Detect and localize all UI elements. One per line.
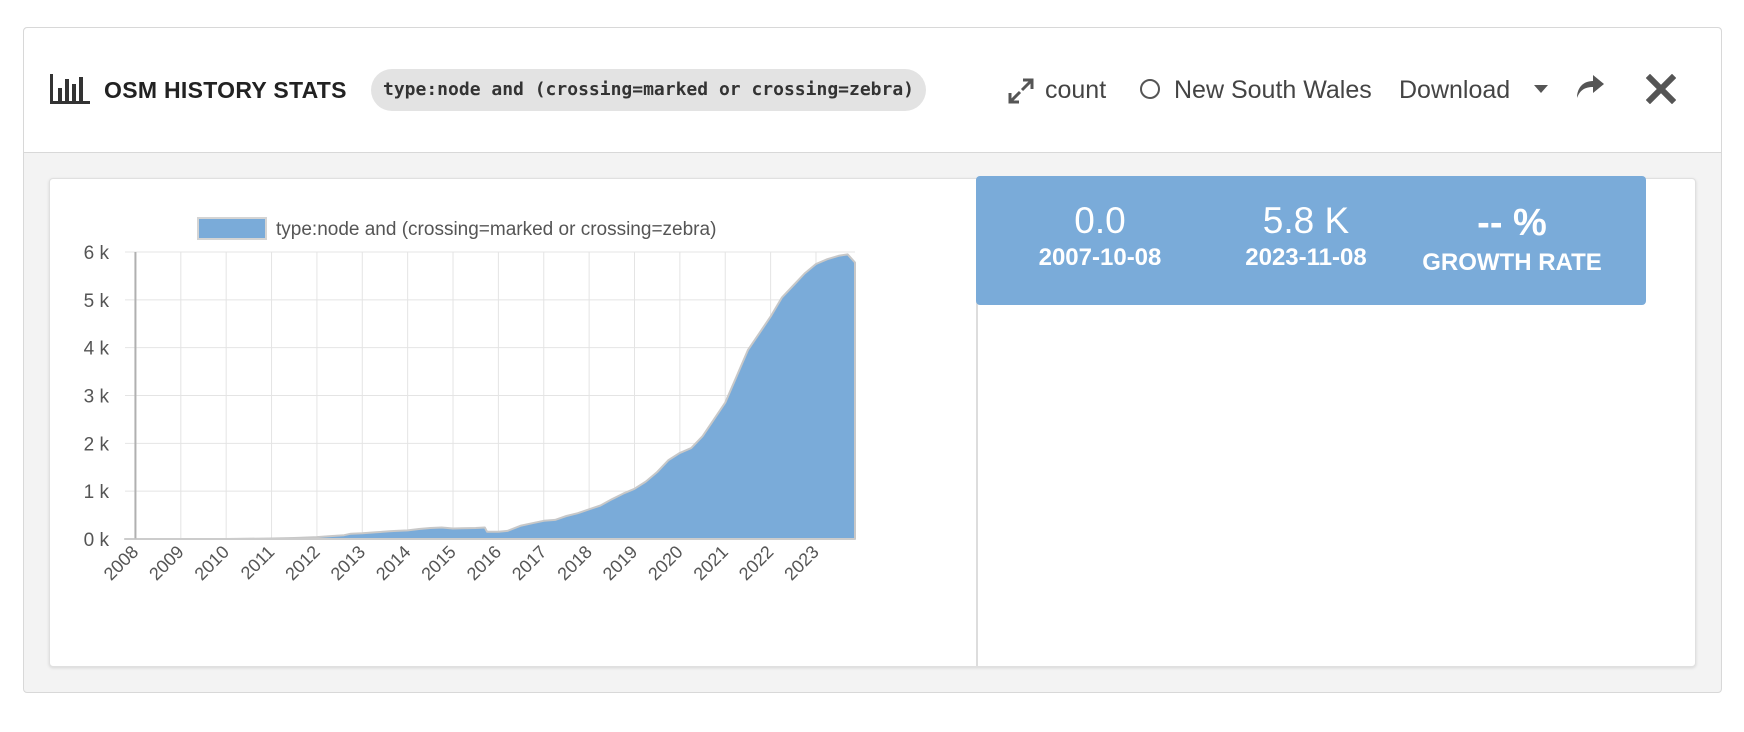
x-tick-label: 2019 [599, 542, 641, 584]
app-title: OSM HISTORY STATS [104, 77, 347, 103]
query-filter-badge[interactable]: type:node and (crossing=marked or crossi… [371, 69, 927, 111]
x-tick-label: 2017 [508, 542, 550, 584]
y-tick-label: 2 k [84, 434, 110, 455]
x-tick-label: 2013 [327, 542, 369, 584]
series-area [124, 253, 856, 540]
x-tick-label: 2014 [372, 542, 414, 584]
count-measure-button[interactable]: count [1045, 76, 1107, 104]
x-tick-label: 2018 [554, 542, 596, 584]
x-tick-label: 2023 [780, 542, 822, 584]
x-tick-label: 2016 [463, 542, 505, 584]
expand-icon[interactable] [1008, 78, 1034, 104]
close-icon[interactable] [1646, 74, 1676, 104]
divider [976, 179, 978, 666]
legend-swatch [197, 217, 267, 240]
start-value: 0.0 [1074, 200, 1126, 241]
end-value: 5.8 K [1262, 200, 1350, 241]
x-tick-label: 2010 [191, 542, 233, 584]
x-tick-label: 2021 [690, 542, 732, 584]
stats-panel: OSM HISTORY STATS type:node and (crossin… [23, 27, 1722, 693]
y-tick-label: 5 k [84, 291, 110, 312]
bar-chart-icon [50, 74, 90, 104]
end-date: 2023-11-08 [1245, 244, 1367, 271]
growth-label: GROWTH RATE [1422, 249, 1602, 276]
y-tick-label: 1 k [84, 482, 110, 503]
radio-circle-icon[interactable] [1140, 79, 1160, 99]
start-date: 2007-10-08 [1038, 244, 1162, 271]
y-tick-label: 4 k [84, 339, 110, 360]
panel-header: OSM HISTORY STATS type:node and (crossin… [24, 28, 1721, 153]
x-tick-label: 2015 [417, 542, 459, 584]
x-tick-label: 2012 [281, 542, 323, 584]
caret-down-icon[interactable] [1534, 85, 1548, 93]
download-button[interactable]: Download [1399, 76, 1511, 104]
region-selector[interactable]: New South Wales [1174, 76, 1372, 104]
growth-value: -- % [1477, 202, 1547, 244]
share-arrow-icon[interactable] [1575, 74, 1605, 100]
y-tick-label: 6 k [84, 243, 110, 264]
y-tick-label: 3 k [84, 387, 110, 408]
y-tick-label: 0 k [84, 530, 110, 551]
x-tick-label: 2009 [145, 542, 187, 584]
x-tick-label: 2020 [644, 542, 686, 584]
x-tick-label: 2011 [237, 542, 279, 584]
x-tick-label: 2022 [735, 542, 777, 584]
legend-label: type:node and (crossing=marked or crossi… [276, 219, 716, 240]
summary-stats-box: 0.0 2007-10-08 5.8 K 2023-11-08 -- % GRO… [976, 176, 1646, 305]
